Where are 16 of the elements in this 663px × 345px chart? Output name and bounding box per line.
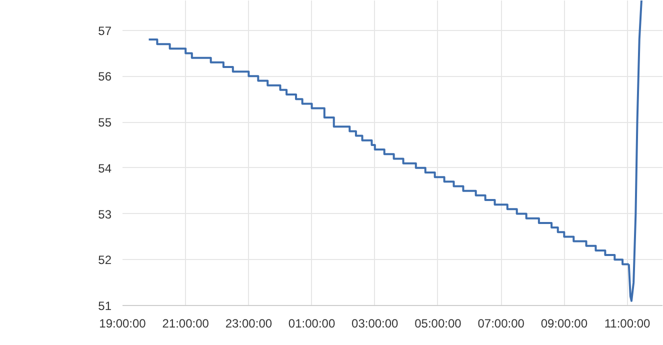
y-tick-label: 55 — [98, 116, 112, 130]
x-tick-label: 05:00:00 — [414, 316, 462, 330]
y-tick-label: 52 — [98, 253, 112, 268]
x-tick-label: 21:00:00 — [162, 316, 210, 330]
x-tick-label: 03:00:00 — [352, 316, 399, 330]
y-tick-label: 51 — [98, 299, 112, 313]
y-tick-label: 53 — [98, 207, 112, 222]
x-tick-label: 19:00:00 — [99, 316, 146, 330]
x-tick-label: 11:00:00 — [604, 316, 651, 330]
x-tick-label: 01:00:00 — [288, 316, 336, 330]
y-tick-label: 57 — [98, 24, 112, 38]
x-tick-label: 09:00:00 — [540, 316, 588, 330]
x-tick-label: 23:00:00 — [225, 316, 272, 330]
y-tick-label: 56 — [98, 70, 112, 84]
x-tick-label: 07:00:00 — [478, 316, 525, 330]
y-tick-label: 54 — [98, 161, 112, 176]
